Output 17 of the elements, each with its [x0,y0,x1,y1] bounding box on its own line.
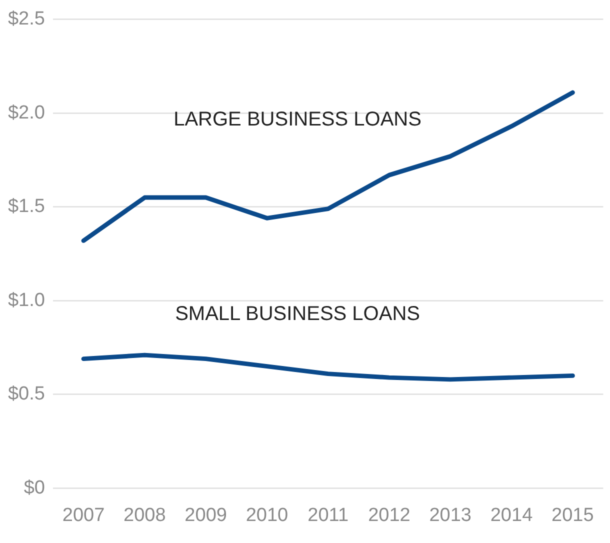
y-tick-label: $1.0 [8,290,45,311]
series-label: SMALL BUSINESS LOANS [175,302,420,325]
x-tick-label: 2015 [552,504,594,526]
x-tick-label: 2011 [308,504,349,526]
series-label: LARGE BUSINESS LOANS [174,108,422,131]
y-tick-label: $0.5 [8,384,45,405]
x-tick-label: 2013 [429,504,472,526]
x-tick-label: 2012 [368,504,410,526]
x-tick-label: 2009 [184,504,227,526]
x-tick-label: 2014 [490,504,534,526]
x-tick-label: 2008 [124,504,166,526]
y-tick-label: $0 [24,477,45,498]
y-tick-label: $1.5 [8,196,45,218]
x-tick-label: 2010 [246,504,288,526]
y-tick-label: $2.0 [8,102,45,124]
y-tick-label: $2.5 [8,8,45,30]
x-tick-label: 2007 [62,504,105,526]
